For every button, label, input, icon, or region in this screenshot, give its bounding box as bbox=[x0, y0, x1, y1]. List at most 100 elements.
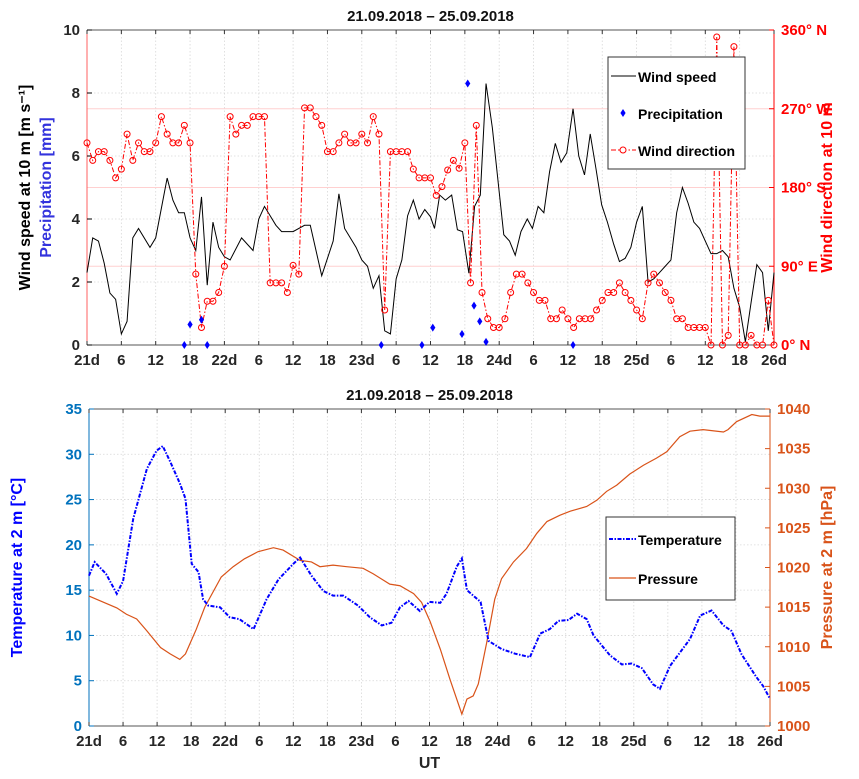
precipitation-point bbox=[181, 341, 187, 349]
wind-direction-point bbox=[364, 139, 372, 147]
wind-direction-point bbox=[192, 270, 200, 278]
wind-direction-point bbox=[678, 315, 686, 323]
y-tick-label-right: 1025 bbox=[777, 520, 810, 537]
x-tick-label: 25d bbox=[621, 733, 647, 750]
wind-direction-point bbox=[375, 130, 383, 138]
wind-direction-point bbox=[455, 164, 463, 172]
x-tick-label: 6 bbox=[255, 733, 263, 750]
wind-direction-point bbox=[220, 262, 228, 270]
x-tick-label: 21d bbox=[76, 733, 102, 750]
wind-direction-point bbox=[633, 306, 641, 314]
wind-direction-point bbox=[186, 139, 194, 147]
wind-direction-point bbox=[243, 121, 251, 129]
y-tick-label-left: 5 bbox=[74, 673, 82, 690]
wind-direction-point bbox=[157, 113, 165, 121]
wind-direction-point bbox=[112, 174, 120, 182]
wind-direction-point bbox=[564, 315, 572, 323]
wind-direction-point bbox=[770, 341, 778, 349]
y-axis-label-temperature: Temperature at 2 m [°C] bbox=[9, 478, 26, 657]
precipitation-point bbox=[378, 341, 384, 349]
wind-direction-point bbox=[524, 279, 532, 287]
wind-direction-point bbox=[358, 130, 366, 138]
x-tick-label: 22d bbox=[212, 733, 238, 750]
x-tick-label: 23d bbox=[348, 733, 374, 750]
y-tick-label-left: 8 bbox=[72, 85, 80, 102]
x-tick-label: 24d bbox=[485, 733, 511, 750]
x-tick-label: 12 bbox=[285, 733, 302, 750]
wind-direction-point bbox=[724, 331, 732, 339]
x-tick-label: 18 bbox=[457, 352, 474, 369]
wind-direction-point bbox=[123, 130, 131, 138]
x-tick-label: 6 bbox=[391, 733, 399, 750]
y-tick-label-left: 0 bbox=[74, 718, 82, 735]
x-tick-label: 12 bbox=[149, 733, 166, 750]
y-tick-label-left: 0 bbox=[72, 337, 80, 354]
x-tick-label: 6 bbox=[255, 352, 263, 369]
pressure-line bbox=[88, 413, 770, 716]
wind-direction-point bbox=[558, 306, 566, 314]
x-tick-label: 21d bbox=[74, 352, 100, 369]
wind-direction-point bbox=[175, 139, 183, 147]
y-tick-label-left: 4 bbox=[72, 211, 81, 228]
wind-direction-point bbox=[215, 289, 223, 296]
wind-direction-point bbox=[661, 289, 669, 296]
x-tick-label: 6 bbox=[529, 352, 537, 369]
wind-direction-point bbox=[615, 279, 623, 287]
precipitation-point bbox=[477, 317, 483, 326]
y-tick-label-left: 6 bbox=[72, 148, 80, 165]
wind-direction-point bbox=[501, 315, 509, 323]
y-tick-label-right: 1010 bbox=[777, 639, 810, 656]
x-tick-label: 18 bbox=[731, 352, 748, 369]
y-tick-label-right: 1000 bbox=[777, 718, 810, 735]
x-tick-label: 18 bbox=[182, 352, 199, 369]
legend: Wind speed Precipitation Wind direction bbox=[607, 56, 746, 170]
wind-direction-point bbox=[598, 296, 606, 304]
wind-speed-line bbox=[86, 83, 775, 342]
wind-direction-point bbox=[730, 43, 738, 51]
wind-direction-point bbox=[656, 279, 663, 287]
legend: Temperature Pressure bbox=[605, 516, 736, 601]
wind-direction-point bbox=[180, 121, 188, 129]
y-tick-label-left: 10 bbox=[65, 627, 82, 644]
wind-direction-point bbox=[381, 306, 389, 314]
wind-direction-point bbox=[209, 297, 217, 305]
wind-direction-point bbox=[644, 279, 652, 287]
wind-direction-point bbox=[552, 315, 560, 323]
y-tick-label-right: 1020 bbox=[777, 560, 810, 577]
x-tick-label: 12 bbox=[422, 352, 439, 369]
precipitation-point bbox=[570, 341, 576, 349]
wind-direction-point bbox=[438, 183, 446, 191]
wind-direction-point bbox=[593, 306, 601, 314]
y-tick-label-right: 1035 bbox=[777, 441, 810, 458]
wind-direction-point bbox=[707, 341, 715, 349]
wind-direction-point bbox=[718, 341, 726, 349]
precipitation-point bbox=[459, 329, 465, 338]
x-tick-label: 6 bbox=[117, 352, 125, 369]
wind-direction-point bbox=[341, 130, 349, 138]
wind-direction-point bbox=[467, 279, 475, 287]
x-tick-label: 18 bbox=[183, 733, 200, 750]
wind-direction-point bbox=[638, 315, 646, 323]
x-tick-label: 6 bbox=[392, 352, 400, 369]
wind-direction-point bbox=[329, 148, 337, 156]
y-axis-label-wind-speed: Wind speed at 10 m [m s⁻¹] bbox=[17, 85, 34, 291]
y-tick-label-right: 1030 bbox=[777, 480, 810, 497]
wind-direction-point bbox=[146, 148, 154, 156]
wind-direction-point bbox=[444, 166, 452, 174]
wind-direction-point bbox=[318, 121, 326, 129]
y-tick-label-left: 30 bbox=[65, 446, 82, 463]
wind-direction-point bbox=[764, 296, 772, 304]
wind-direction-point bbox=[295, 270, 303, 278]
precipitation-point bbox=[198, 315, 205, 324]
wind-direction-line bbox=[86, 36, 775, 347]
x-tick-label: 18 bbox=[319, 352, 336, 369]
wind-direction-point bbox=[283, 289, 291, 296]
wind-direction-point bbox=[306, 104, 314, 112]
precipitation-point bbox=[465, 79, 471, 88]
precipitation-point bbox=[430, 323, 436, 332]
wind-direction-point bbox=[129, 156, 137, 164]
wind-direction-point bbox=[587, 315, 595, 323]
wind-direction-point bbox=[507, 289, 515, 296]
wind-direction-point bbox=[346, 139, 354, 147]
